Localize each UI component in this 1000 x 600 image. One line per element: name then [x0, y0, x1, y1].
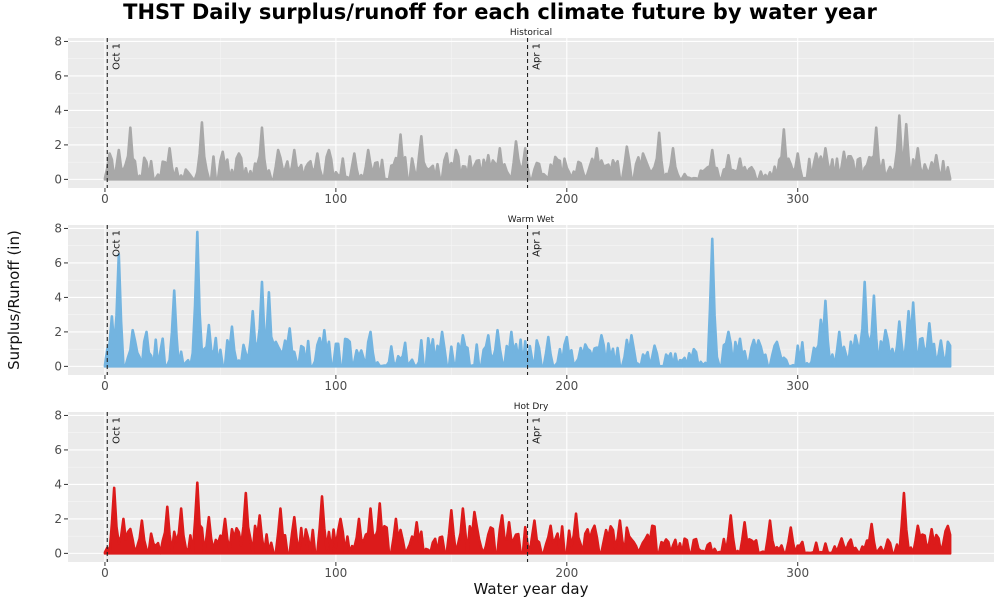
- x-tick-label: 200: [555, 566, 578, 580]
- x-tick-label: 300: [786, 192, 809, 206]
- reference-line-label: Oct 1: [111, 230, 122, 257]
- y-tick-label: 0: [54, 359, 62, 373]
- panel-warm-wet: Warm Wet Oct 1 Apr 1 0 2 4 6 8 0 100 200 300: [54, 214, 994, 393]
- y-tick-label: 0: [54, 172, 62, 186]
- y-tick-label: 2: [54, 325, 62, 339]
- strip-background: [68, 401, 994, 412]
- strip-background: [68, 27, 994, 38]
- y-tick-label: 6: [54, 256, 62, 270]
- y-tick-label: 2: [54, 138, 62, 152]
- panel-historical: Historical Oct 1 Apr 1 0 2 4 6 8 0 100 200 300: [54, 27, 994, 206]
- x-tick-label: 100: [324, 192, 347, 206]
- x-tick-label: 200: [555, 379, 578, 393]
- x-tick-label: 0: [101, 379, 109, 393]
- panel-hot-dry: Hot Dry Oct 1 Apr 1 0 2 4 6 8 0 100 200 300: [54, 401, 994, 580]
- y-tick-label: 8: [54, 408, 62, 422]
- y-tick-label: 8: [54, 34, 62, 48]
- x-tick-label: 300: [786, 379, 809, 393]
- panel-title: Historical: [510, 28, 552, 38]
- panel-title: Warm Wet: [508, 215, 555, 225]
- series-area: [103, 481, 952, 555]
- y-tick-label: 4: [54, 103, 62, 117]
- reference-line-label: Apr 1: [532, 230, 543, 257]
- y-tick-label: 4: [54, 290, 62, 304]
- x-tick-label: 0: [101, 192, 109, 206]
- series-area: [103, 114, 952, 181]
- reference-line-label: Oct 1: [111, 417, 122, 444]
- x-axis-label: Water year day: [473, 580, 589, 598]
- x-tick-label: 300: [786, 566, 809, 580]
- chart-title: THST Daily surplus/runoff for each clima…: [123, 0, 877, 24]
- series-area: [103, 230, 952, 368]
- reference-line-label: Apr 1: [532, 417, 543, 444]
- strip-background: [68, 214, 994, 225]
- reference-line-label: Apr 1: [532, 43, 543, 70]
- x-tick-label: 100: [324, 379, 347, 393]
- panel-title: Hot Dry: [514, 402, 549, 412]
- y-tick-label: 6: [54, 443, 62, 457]
- y-tick-label: 6: [54, 69, 62, 83]
- x-tick-label: 100: [324, 566, 347, 580]
- x-tick-label: 200: [555, 192, 578, 206]
- y-tick-label: 8: [54, 221, 62, 235]
- x-tick-label: 0: [101, 566, 109, 580]
- reference-line-label: Oct 1: [111, 43, 122, 70]
- y-tick-label: 4: [54, 477, 62, 491]
- y-tick-label: 0: [54, 546, 62, 560]
- y-tick-label: 2: [54, 512, 62, 526]
